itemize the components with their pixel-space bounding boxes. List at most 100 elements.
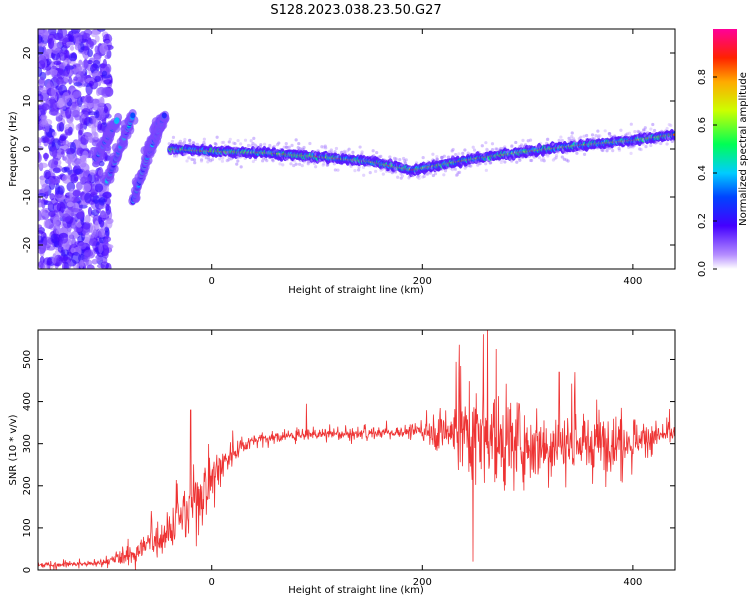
- spectrogram-cell: [596, 134, 601, 138]
- snr-x-axis-label: Height of straight line (km): [288, 585, 424, 596]
- spectrogram-cell: [51, 146, 58, 159]
- spectrogram-cell: [38, 93, 44, 102]
- spectrogram-cell: [594, 134, 598, 138]
- spectrogram-cell: [79, 156, 87, 167]
- spectrogram-cell: [202, 140, 206, 145]
- spectrogram-cell: [231, 141, 235, 145]
- spectrogram-cell: [617, 146, 621, 151]
- spectrogram-cell: [48, 201, 54, 211]
- spectrogram-cell: [564, 158, 569, 162]
- spectrogram-cell: [435, 157, 439, 161]
- spectrogram-cell: [633, 130, 637, 134]
- spectrogram-cell: [249, 139, 253, 143]
- spectrogram-cell: [510, 144, 514, 149]
- spectrogram-cell: [400, 174, 405, 178]
- spectrogram-cell: [381, 172, 385, 176]
- colorbar-label: Normalized spectral amplitude: [738, 72, 749, 226]
- spectrogram-cell: [82, 221, 91, 230]
- spectrogram-cell: [605, 149, 609, 153]
- spectrogram-cell: [466, 151, 470, 155]
- spectrogram-cell: [65, 63, 71, 75]
- spectrogram-cell: [213, 141, 217, 146]
- spectrogram-panel: 0 200 400 -20 -10 0 10 20 Height of straight l…: [8, 28, 676, 296]
- spectrogram-cell: [86, 102, 96, 108]
- spectrogram-cell: [258, 145, 262, 149]
- spectrogram-cell: [275, 142, 280, 147]
- spectrogram-cell: [53, 60, 62, 65]
- spectrogram-cell: [362, 173, 366, 177]
- spectrogram-cell: [394, 157, 398, 161]
- spectrogram-cell: [667, 136, 671, 140]
- spectrogram-cell: [89, 169, 97, 175]
- spectrogram-y-tick-label: 0: [22, 146, 33, 152]
- spectrogram-cell: [188, 138, 192, 143]
- spectrogram-cell: [98, 243, 104, 254]
- spectrogram-cell: [227, 158, 231, 162]
- spectrogram-cell: [89, 41, 94, 50]
- spectrogram-cell: [651, 122, 655, 127]
- spectrogram-cell: [554, 153, 559, 158]
- spectrogram-cell: [285, 157, 289, 162]
- spectrogram-cell: [440, 155, 444, 160]
- spectrogram-cell: [207, 155, 211, 159]
- snr-frame: [37, 329, 676, 571]
- spectrogram-cell: [393, 170, 398, 174]
- spectrogram-cell: [78, 59, 83, 66]
- spectrogram-cell: [43, 219, 50, 229]
- spectrogram-cell: [281, 163, 285, 167]
- spectrogram-cell: [55, 112, 62, 122]
- spectrogram-cell: [100, 261, 109, 269]
- spectrogram-cell: [282, 145, 286, 149]
- spectrogram-cell: [619, 128, 623, 132]
- spectrogram-cell: [582, 152, 587, 156]
- spectrogram-cell: [336, 168, 340, 172]
- spectrogram-cell: [324, 146, 328, 150]
- spectrogram-cell: [346, 149, 350, 153]
- spectrogram-cell: [468, 164, 472, 168]
- spectrogram-cell: [48, 108, 59, 116]
- spectrogram-cell: [484, 162, 488, 166]
- spectrogram-cell: [644, 145, 648, 149]
- spectrogram-cell: [284, 142, 288, 146]
- spectrogram-cell: [570, 134, 574, 139]
- spectrogram-cell: [450, 154, 455, 159]
- spectrogram-cell: [103, 105, 109, 114]
- spectrogram-cell: [519, 143, 524, 147]
- spectrogram-cell: [177, 141, 181, 145]
- spectrogram-cell: [636, 129, 640, 133]
- spectrogram-cell: [62, 92, 70, 104]
- spectrogram-cell: [582, 134, 586, 138]
- spectrogram-cell: [422, 174, 426, 178]
- spectrogram-cell: [374, 169, 378, 173]
- spectrogram-cell: [202, 137, 206, 141]
- spectrogram-cell: [329, 148, 333, 152]
- spectrogram-cell: [99, 213, 109, 218]
- spectrogram-cell: [453, 167, 458, 172]
- spectrogram-cell: [392, 156, 397, 160]
- spectrogram-cell: [624, 133, 628, 137]
- spectrogram-cell: [442, 173, 446, 177]
- spectrogram-cell: [300, 147, 305, 151]
- spectrogram-cell: [290, 143, 294, 147]
- spectrogram-cell: [277, 141, 281, 145]
- spectrogram-cell: [361, 165, 366, 169]
- spectrogram-cell: [98, 228, 105, 238]
- spectrogram-cell: [333, 168, 337, 172]
- spectrogram-cell: [74, 114, 81, 121]
- spectrogram-cell: [72, 91, 81, 98]
- spectrogram-cell: [38, 137, 43, 144]
- spectrogram-cell: [207, 157, 211, 161]
- spectrogram-cell: [92, 228, 99, 238]
- spectrogram-cell: [388, 155, 392, 159]
- spectrogram-cell: [94, 75, 101, 83]
- spectrogram-cell: [47, 159, 58, 169]
- spectrogram-cell: [629, 122, 633, 126]
- spectrogram-cell: [52, 216, 61, 227]
- colorbar-gradient: [713, 29, 737, 269]
- spectrogram-cell: [627, 131, 632, 135]
- spectrogram-cell: [64, 154, 74, 165]
- spectrogram-cell: [97, 169, 103, 177]
- spectrogram-cell: [514, 140, 518, 145]
- spectrogram-cell: [541, 156, 545, 160]
- spectrogram-cell: [178, 139, 182, 143]
